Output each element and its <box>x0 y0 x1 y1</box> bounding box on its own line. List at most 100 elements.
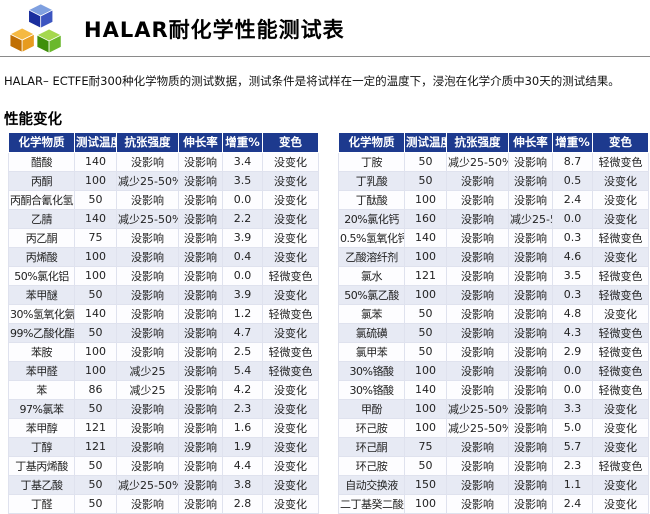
table-cell: 轻微变色 <box>262 341 319 362</box>
table-cell: 没变化 <box>262 170 319 191</box>
header-row: 化学物质测试温度抗张强度伸长率增重%变色 <box>338 131 649 153</box>
table-cell: 没影响 <box>446 189 509 210</box>
table-cell: 没影响 <box>178 208 223 229</box>
table-cell: 丁胺 <box>338 151 405 172</box>
header-row: 化学物质测试温度抗张强度伸长率增重%变色 <box>8 131 319 153</box>
intro-text: HALAR– ECTFE耐300种化学物质的测试数据，测试条件是将试样在一定的温… <box>4 73 620 88</box>
table-cell: 苯甲醛 <box>8 360 75 381</box>
table-cell: 50 <box>74 474 117 495</box>
table-cell: 没变化 <box>592 208 649 229</box>
table-cell: 没影响 <box>116 341 179 362</box>
table-body: 丁胺 50 减少25-50% 没影响 8.7 轻微变色 丁乳酸 50 没影响 没影响 0.5 没变化丁… <box>338 151 649 514</box>
table-row: 醋酸 140 没影响 没影响 3.4 没变化 <box>8 151 319 172</box>
table-row: 30%氢氧化氨 140 没影响 没影响 1.2 轻微变色 <box>8 303 319 324</box>
table-cell: 没影响 <box>446 284 509 305</box>
table-cell: 没影响 <box>178 379 223 400</box>
table-cell: 100 <box>404 417 447 438</box>
table-body: 醋酸 140 没影响 没影响 3.4 没变化 丙酮 100 减少25-50% 没影响 3.5 没变化丙… <box>8 151 319 514</box>
column-header: 抗张强度 <box>116 131 179 153</box>
table-cell: 没变化 <box>592 303 649 324</box>
table-cell: 没影响 <box>116 417 179 438</box>
table-cell: 没影响 <box>116 189 179 210</box>
table-cell: 5.0 <box>552 417 593 438</box>
table-cell: 2.8 <box>222 493 263 514</box>
table-cell: 0.0 <box>552 360 593 381</box>
table-cell: 没影响 <box>178 436 223 457</box>
table-cell: 轻微变色 <box>592 455 649 476</box>
table-cell: 30%铬酸 <box>338 379 405 400</box>
table-row: 丙烯酸 100 没影响 没影响 0.4 没变化 <box>8 246 319 267</box>
table-cell: 丙烯酸 <box>8 246 75 267</box>
table-row: 甲酚 100 减少25-50% 没影响 3.3 没变化 <box>338 398 649 419</box>
table-cell: 100 <box>404 360 447 381</box>
table-cell: 3.8 <box>222 474 263 495</box>
column-header: 变色 <box>262 131 319 153</box>
table-cell: 50 <box>404 341 447 362</box>
table-cell: 4.2 <box>222 379 263 400</box>
table-cell: 没影响 <box>178 151 223 172</box>
page-title: HALAR耐化学性能测试表 <box>84 18 345 42</box>
table-row: 氯水 121 没影响 没影响 3.5 轻微变色 <box>338 265 649 286</box>
table-cell: 121 <box>74 436 117 457</box>
table-cell: 30%铬酸 <box>338 360 405 381</box>
table-cell: 没影响 <box>178 170 223 191</box>
three-cubes-icon <box>9 3 62 54</box>
table-cell: 50 <box>74 322 117 343</box>
table-cell: 3.9 <box>222 284 263 305</box>
table-cell: 没影响 <box>508 303 553 324</box>
table-row: 环己酮 75 没影响 没影响 5.7 没变化 <box>338 436 649 457</box>
table-cell: 50 <box>404 303 447 324</box>
table-cell: 没影响 <box>446 379 509 400</box>
table-cell: 没影响 <box>116 151 179 172</box>
table-cell: 2.5 <box>222 341 263 362</box>
table-cell: 没变化 <box>262 455 319 476</box>
table-cell: 没影响 <box>178 284 223 305</box>
table-cell: 100 <box>74 265 117 286</box>
table-cell: 二丁基癸二酸盐 <box>338 493 405 514</box>
chemical-resistance-table-left: 化学物质测试温度抗张强度伸长率增重%变色 醋酸140没影响没影响3.4没变化丙酮… <box>8 131 319 514</box>
table-cell: 30%氢氧化氨 <box>8 303 75 324</box>
table-cell: 50%氯乙酸 <box>338 284 405 305</box>
table-row: 丙酮 100 减少25-50% 没影响 3.5 没变化 <box>8 170 319 191</box>
table-cell: 50 <box>74 455 117 476</box>
table-row: 丙乙酮 75 没影响 没影响 3.9 没变化 <box>8 227 319 248</box>
table-row: 丁基乙酸 50 减少25-50% 没影响 3.8 没变化 <box>8 474 319 495</box>
table-cell: 没影响 <box>446 322 509 343</box>
table-cell: 2.2 <box>222 208 263 229</box>
table-cell: 50 <box>74 398 117 419</box>
table-row: 氯苯 50 没影响 没影响 4.8 没变化 <box>338 303 649 324</box>
table-cell: 2.3 <box>222 398 263 419</box>
table-cell: 轻微变色 <box>262 265 319 286</box>
table-cell: 氯甲苯 <box>338 341 405 362</box>
table-cell: 100 <box>74 360 117 381</box>
table-cell: 环己酮 <box>338 436 405 457</box>
table-cell: 没影响 <box>446 265 509 286</box>
table-cell: 减少25-50% <box>116 208 179 229</box>
table-row: 氯甲苯 50 没影响 没影响 2.9 轻微变色 <box>338 341 649 362</box>
table-header-row: 化学物质测试温度抗张强度伸长率增重%变色 <box>8 131 319 153</box>
table-cell: 减少25-50% <box>446 398 509 419</box>
column-header: 测试温度 <box>74 131 117 153</box>
table-cell: 4.8 <box>552 303 593 324</box>
table-cell: 没变化 <box>592 436 649 457</box>
table-cell: 氯硫磺 <box>338 322 405 343</box>
table-header-row: 化学物质测试温度抗张强度伸长率增重%变色 <box>338 131 649 153</box>
table-cell: 没变化 <box>262 417 319 438</box>
table-cell: 轻微变色 <box>592 379 649 400</box>
tables-container: 化学物质测试温度抗张强度伸长率增重%变色 醋酸140没影响没影响3.4没变化丙酮… <box>0 131 650 514</box>
table-row: 环己胺 100 减少25-50% 没影响 5.0 没变化 <box>338 417 649 438</box>
table-row: 丙酮合氰化氢 50 没影响 没影响 0.0 没变化 <box>8 189 319 210</box>
table-cell: 自动交换液 <box>338 474 405 495</box>
table-cell: 没影响 <box>508 360 553 381</box>
table-cell: 苯 <box>8 379 75 400</box>
table-cell: 没变化 <box>592 417 649 438</box>
table-cell: 没变化 <box>262 284 319 305</box>
table-cell: 没变化 <box>592 474 649 495</box>
table-cell: 没影响 <box>446 341 509 362</box>
table-cell: 没影响 <box>116 265 179 286</box>
table-cell: 没影响 <box>508 436 553 457</box>
table-cell: 丁基丙烯酸 <box>8 455 75 476</box>
table-cell: 轻微变色 <box>592 284 649 305</box>
table-cell: 140 <box>74 303 117 324</box>
